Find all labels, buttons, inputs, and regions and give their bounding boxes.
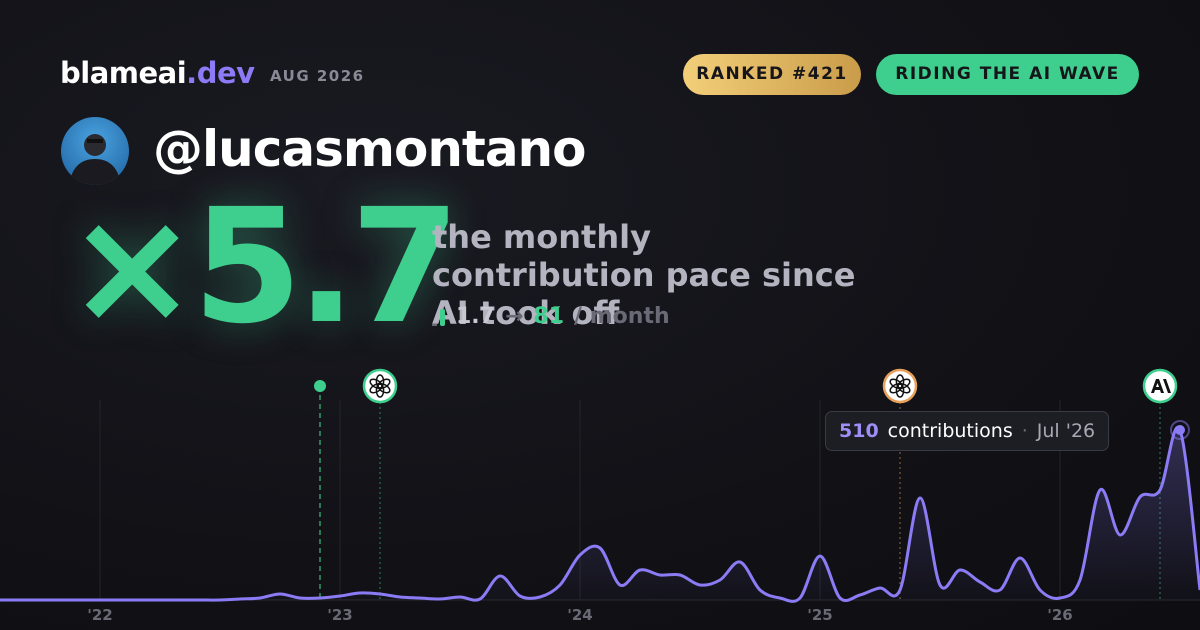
description: the monthly contribution pace since AI t… [432,218,856,332]
handle: @lucasmontano [153,120,587,178]
x-tick-label: '22 [87,606,112,624]
event-icon [882,368,918,404]
brand: blameai.dev [60,56,255,90]
tooltip-date: Jul '26 [1036,420,1096,442]
brand-suffix: .dev [186,56,255,90]
status-badge: RIDING THE AI WAVE [876,54,1139,95]
multiplier: ×5.7 [66,175,460,359]
tooltip-sep: · [1021,420,1028,442]
icon-petal [889,378,903,390]
pace-after: 81 [533,304,565,329]
icon-bg [362,368,398,404]
event-icon [362,368,398,404]
pace-icon [432,308,445,326]
area [0,427,1200,602]
arrow: → [504,304,524,329]
peak-point [1175,425,1185,435]
peak-halo [1170,420,1190,440]
tooltip: 510 contributions · Jul '26 [825,411,1109,451]
line [0,425,1200,603]
x-tick-label: '24 [567,606,592,624]
stats: 1.7 → 81 / month [432,304,670,329]
avatar-figure [69,134,121,185]
icon-petal [369,378,383,390]
unit: / month [574,304,670,329]
x-tick-label: '25 [807,606,832,624]
event-icon [1142,368,1178,404]
avatar [61,117,129,185]
date: AUG 2026 [270,67,365,85]
brand-name: blameai [60,56,187,90]
tooltip-label: contributions [887,420,1013,442]
x-tick-label: '26 [1047,606,1072,624]
event-dot [314,380,326,392]
pace-before: 1.7 [456,304,495,329]
rank-badge: RANKED #421 [683,54,861,95]
x-tick-label: '23 [327,606,352,624]
tooltip-value: 510 [839,420,879,442]
icon-glyph [1151,379,1171,393]
icon-bg [882,368,918,404]
